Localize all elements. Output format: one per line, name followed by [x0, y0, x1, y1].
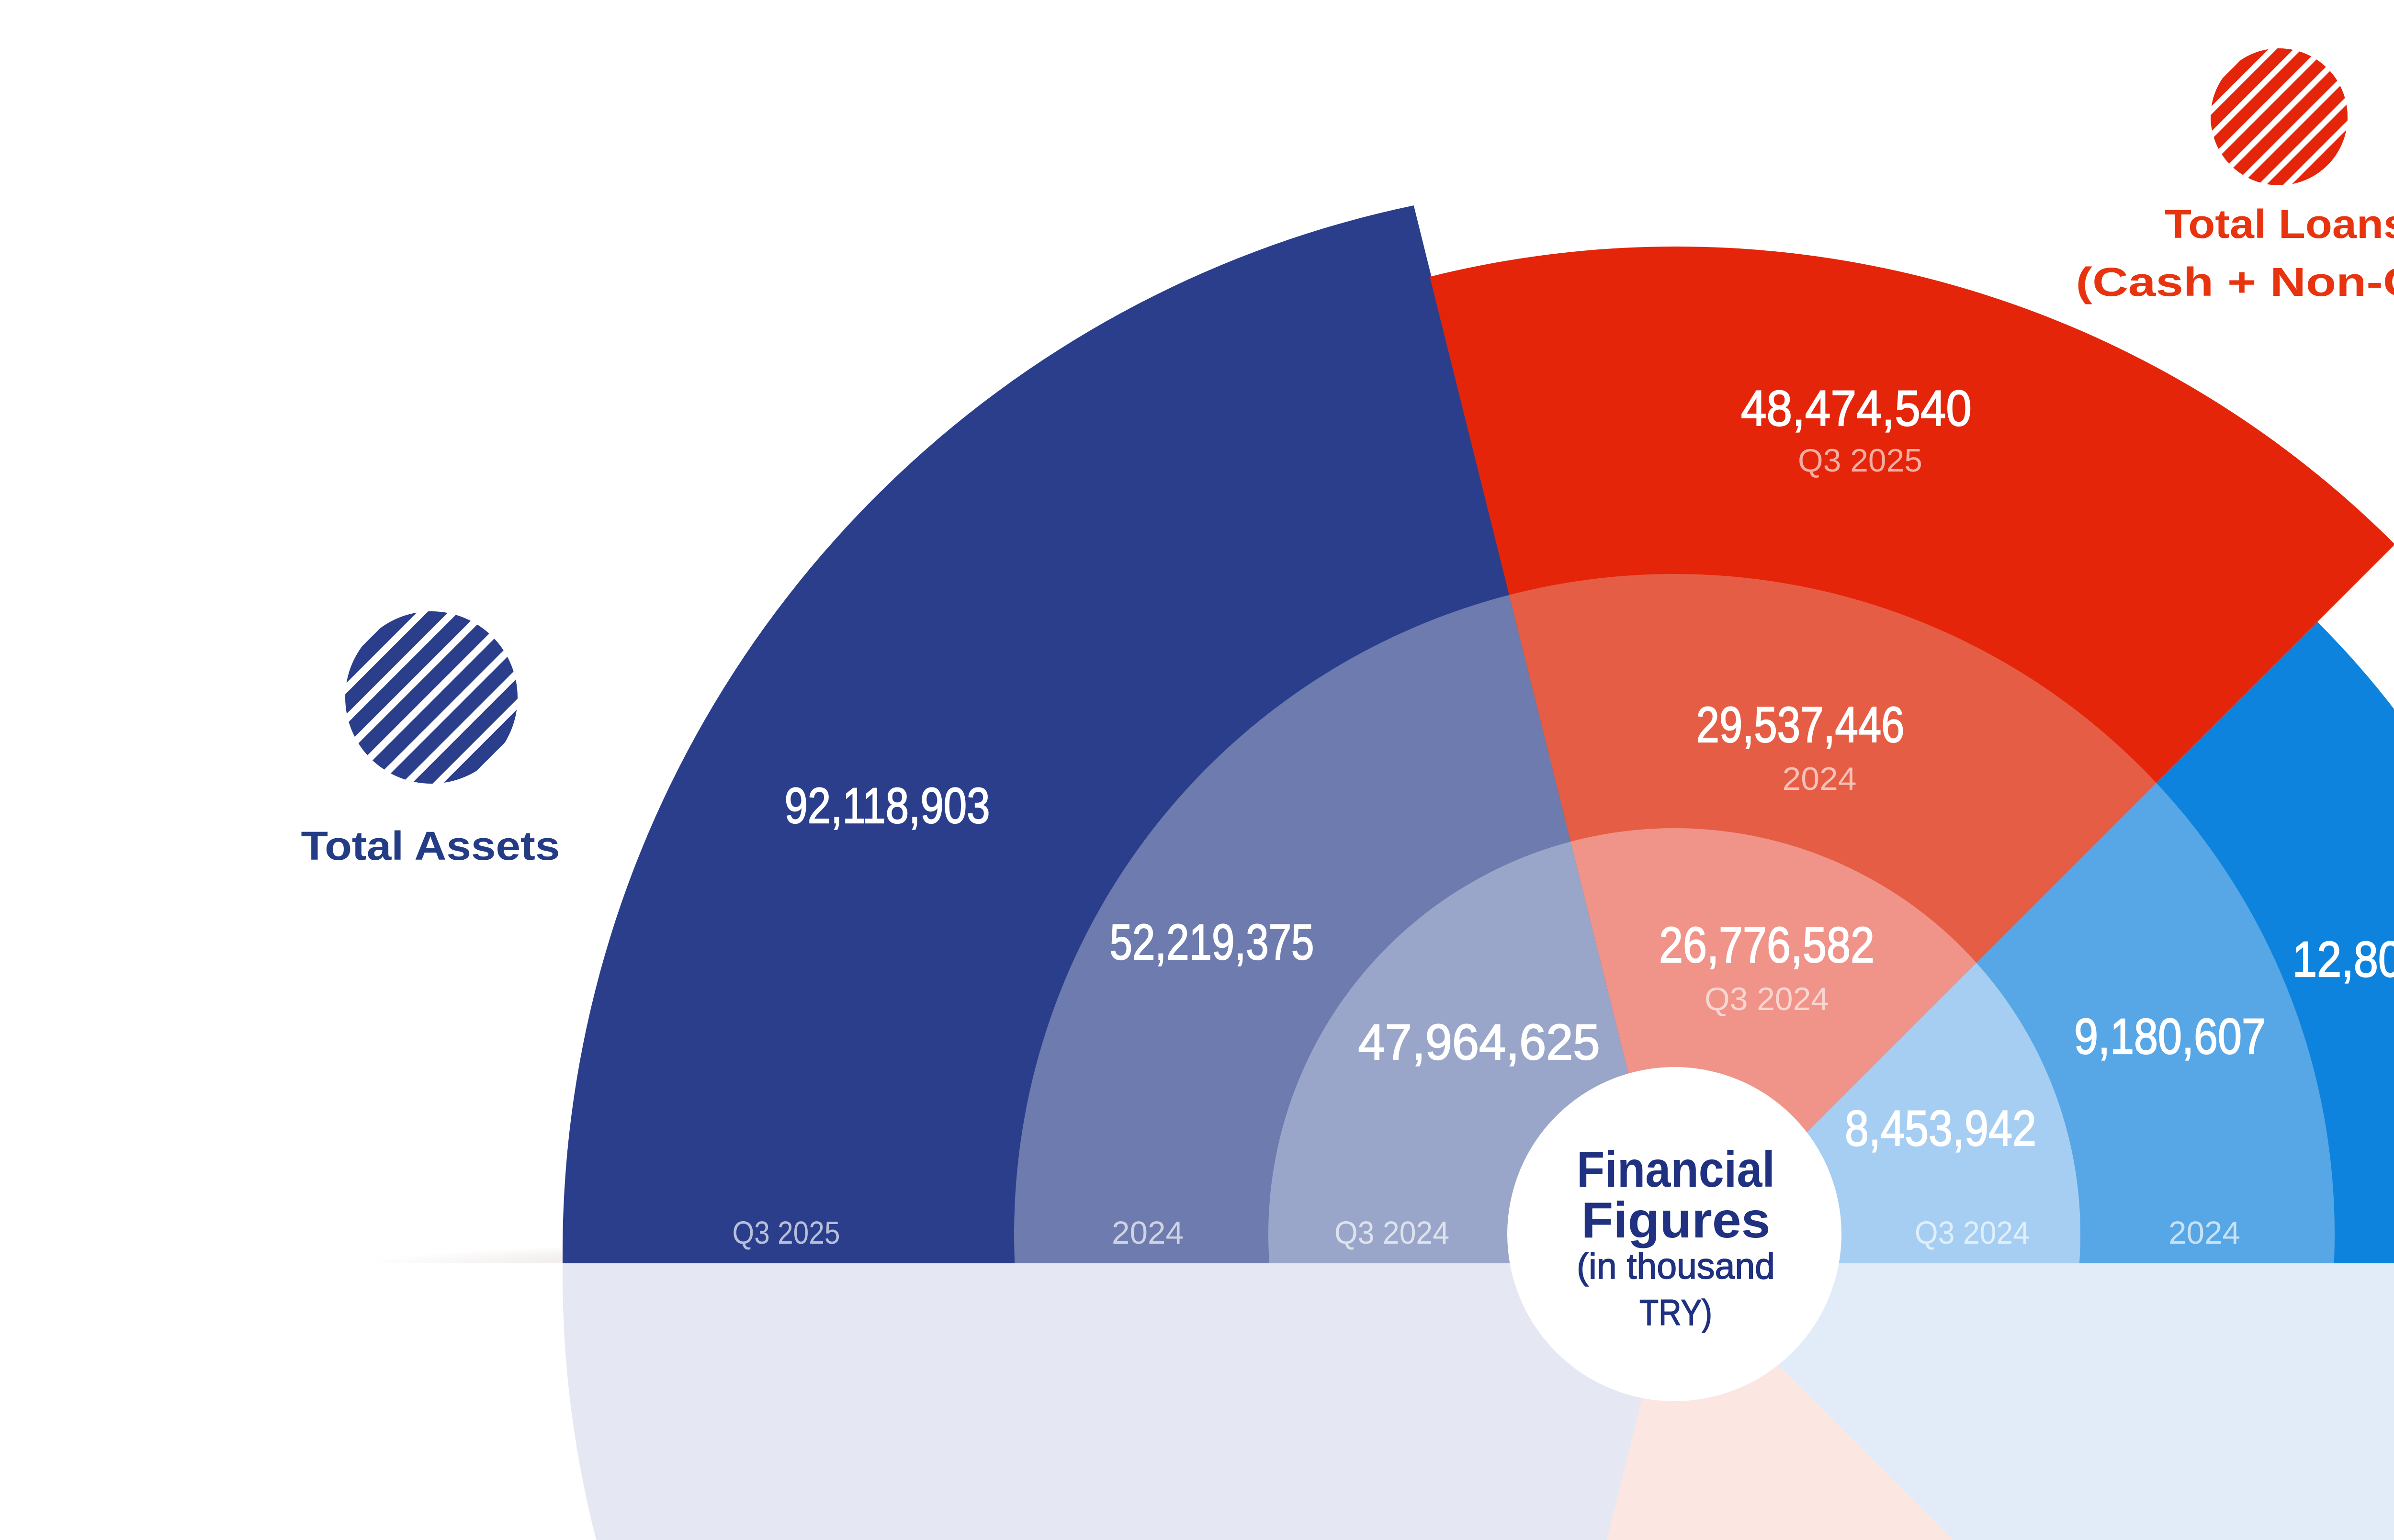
svg-text:Figures: Figures: [1581, 1192, 1771, 1248]
svg-text:(in thousand: (in thousand: [1577, 1246, 1775, 1287]
svg-text:92,118,903: 92,118,903: [785, 778, 990, 834]
svg-text:2024: 2024: [2168, 1215, 2240, 1251]
svg-text:8,453,942: 8,453,942: [1845, 1101, 2036, 1157]
svg-text:Q3 2025: Q3 2025: [1798, 442, 1922, 479]
svg-text:2024: 2024: [1783, 761, 1857, 797]
svg-text:47,964,625: 47,964,625: [1358, 1014, 1600, 1070]
svg-text:Q3 2025: Q3 2025: [733, 1215, 840, 1251]
svg-text:9,180,607: 9,180,607: [2074, 1009, 2266, 1065]
svg-text:2024: 2024: [1112, 1215, 1184, 1251]
svg-text:Q3 2024: Q3 2024: [1334, 1215, 1449, 1251]
svg-text:Financial: Financial: [1577, 1141, 1775, 1198]
svg-text:12,808,440: 12,808,440: [2292, 932, 2394, 988]
svg-text:Q3 2024: Q3 2024: [1915, 1215, 2030, 1251]
svg-text:Total Loans: Total Loans: [2165, 202, 2394, 247]
svg-text:52,219,375: 52,219,375: [1110, 914, 1314, 970]
svg-text:26,776,582: 26,776,582: [1659, 917, 1875, 973]
svg-text:Total Assets: Total Assets: [301, 823, 560, 868]
svg-text:48,474,540: 48,474,540: [1741, 381, 1972, 437]
svg-text:Q3 2024: Q3 2024: [1705, 981, 1829, 1017]
svg-text:29,537,446: 29,537,446: [1696, 697, 1905, 753]
svg-text:(Cash + Non-Cash): (Cash + Non-Cash): [2076, 259, 2394, 304]
svg-text:TRY): TRY): [1639, 1293, 1712, 1333]
